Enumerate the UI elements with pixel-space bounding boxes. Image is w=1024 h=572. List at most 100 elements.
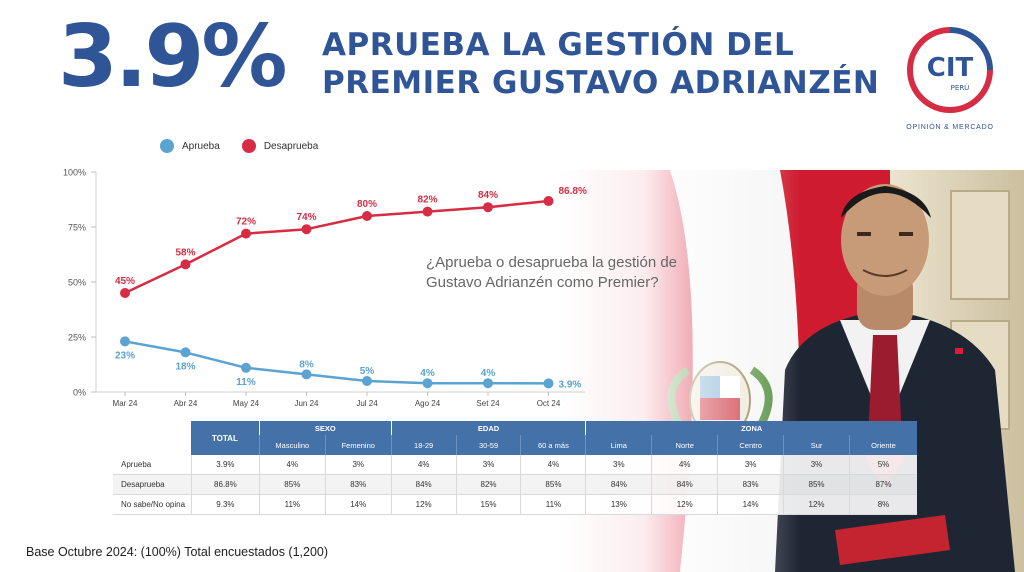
page-title: APRUEBA LA GESTIÓN DEL PREMIER GUSTAVO A…	[322, 26, 879, 102]
data-point-desaprueba	[301, 224, 312, 235]
table-cell: 84%	[585, 475, 652, 495]
data-label-aprueba: 8%	[299, 359, 314, 370]
table-cell: 15%	[455, 495, 521, 515]
data-label-aprueba: 11%	[236, 377, 256, 388]
table-cell: 85%	[783, 475, 849, 495]
data-point-desaprueba	[120, 288, 130, 298]
series-line-aprueba	[124, 340, 549, 385]
table-cell: 85%	[258, 475, 325, 495]
y-tick-label: 75%	[68, 223, 86, 233]
table-cell: 13%	[585, 495, 652, 515]
data-label-desaprueba: 82%	[417, 195, 437, 206]
table-cell: 84%	[651, 475, 718, 495]
legend-item-desaprueba: Desaprueba	[241, 139, 318, 153]
table-cell: 14%	[324, 495, 391, 515]
table-cell: 85%	[520, 475, 586, 495]
logo-text: CIT	[927, 53, 974, 83]
header-masculino: Masculino	[258, 435, 325, 455]
y-tick-label: 100%	[63, 168, 86, 178]
table-cell: 3%	[324, 455, 391, 475]
row-label: Desaprueba	[113, 475, 191, 495]
logo-sub: PERÚ	[951, 83, 970, 92]
table-cell: 83%	[717, 475, 784, 495]
data-label-aprueba: 3.9%	[559, 379, 582, 390]
cit-logo: CIT PERÚ	[907, 27, 993, 113]
data-point-desaprueba	[180, 259, 191, 270]
table-cell: 3.9%	[190, 455, 259, 475]
table-cell: 4%	[651, 455, 718, 475]
y-tick-label: 0%	[73, 388, 86, 398]
table-cell: 4%	[520, 455, 586, 475]
table-cell: 83%	[324, 475, 391, 495]
data-label-desaprueba: 74%	[296, 212, 316, 223]
title-line-2: PREMIER GUSTAVO ADRIANZÉN	[322, 65, 880, 101]
x-tick-label: Mar 24	[113, 399, 138, 408]
legend-item-aprueba: Aprueba	[160, 139, 220, 153]
table-cell: 82%	[455, 475, 521, 495]
table-cell: 87%	[848, 475, 917, 495]
footnote: Base Octubre 2024: (100%) Total encuesta…	[26, 545, 329, 559]
breakdown-table: TOTAL SEXO EDAD ZONA Masculino Femenino …	[113, 421, 917, 515]
table-cell: 12%	[783, 495, 849, 515]
data-label-desaprueba: 72%	[236, 217, 256, 228]
x-tick-label: Jul 24	[356, 399, 378, 408]
data-label-desaprueba: 84%	[478, 190, 498, 201]
data-label-aprueba: 4%	[420, 368, 435, 379]
data-point-aprueba	[120, 336, 130, 347]
header-norte: Norte	[651, 435, 718, 455]
table-cell: 12%	[390, 495, 456, 515]
data-point-aprueba	[483, 378, 493, 389]
table-cell: 11%	[258, 495, 325, 515]
table-cell: 8%	[848, 495, 917, 515]
header-60-mas: 60 a más	[520, 435, 586, 455]
x-tick-label: Ago 24	[415, 399, 441, 408]
series-line-desaprueba	[124, 199, 549, 295]
legend-swatch-aprueba	[160, 139, 174, 153]
table-cell: 4%	[258, 455, 325, 475]
x-tick-label: Oct 24	[537, 399, 561, 408]
table-row-no-sabe: No sabe/No opina 9.3% 11% 14% 12% 15% 11…	[113, 495, 917, 515]
header-centro: Centro	[717, 435, 784, 455]
row-label: No sabe/No opina	[113, 495, 191, 515]
header-femenino: Femenino	[324, 435, 391, 455]
table-cell: 5%	[848, 455, 917, 475]
data-point-aprueba	[241, 362, 251, 373]
table-cell: 14%	[717, 495, 784, 515]
y-tick-label: 50%	[68, 278, 86, 288]
data-point-desaprueba	[241, 228, 251, 239]
table-corner	[113, 421, 191, 455]
data-label-aprueba: 4%	[481, 368, 496, 379]
data-point-aprueba	[362, 376, 372, 386]
data-point-desaprueba	[422, 206, 433, 217]
title-line-1: APRUEBA LA GESTIÓN DEL	[322, 27, 795, 63]
table-cell: 3%	[455, 455, 521, 475]
table-cell: 4%	[390, 455, 456, 475]
logo-tagline: OPINIÓN & MERCADO	[906, 124, 994, 131]
table-cell: 86.8%	[190, 475, 259, 495]
headline-percent: 3.9%	[58, 7, 288, 107]
x-tick-label: Abr 24	[174, 399, 198, 408]
x-tick-label: May 24	[233, 399, 260, 408]
y-tick-label: 25%	[68, 333, 86, 343]
data-point-desaprueba	[362, 211, 372, 221]
table-cell: 9.3%	[190, 495, 259, 515]
chart-legend: Aprueba Desaprueba	[160, 138, 340, 154]
data-label-desaprueba: 86.8%	[559, 186, 587, 197]
table-row-aprueba: Aprueba 3.9% 4% 3% 4% 3% 4% 3% 4% 3% 3% …	[113, 455, 917, 475]
data-label-desaprueba: 58%	[175, 247, 195, 258]
table-cell: 84%	[390, 475, 456, 495]
table-cell: 3%	[585, 455, 652, 475]
table-cell: 3%	[717, 455, 784, 475]
data-label-aprueba: 23%	[115, 350, 135, 361]
data-point-aprueba	[543, 378, 554, 389]
x-tick-label: Set 24	[476, 399, 500, 408]
trend-line-chart: 0% 25% 50% 75% 100% Mar 24 Abr 24 May 24 Jun 24 J…	[63, 168, 587, 409]
survey-question: ¿Aprueba o desaprueba la gestión de Gust…	[426, 254, 678, 291]
data-label-aprueba: 5%	[360, 366, 375, 377]
row-label: Aprueba	[113, 455, 191, 475]
header-18-29: 18-29	[390, 435, 456, 455]
data-label-desaprueba: 80%	[357, 199, 377, 210]
header-30-59: 30-59	[455, 435, 521, 455]
header-group-zona: ZONA	[585, 421, 917, 435]
data-point-aprueba	[301, 369, 312, 380]
